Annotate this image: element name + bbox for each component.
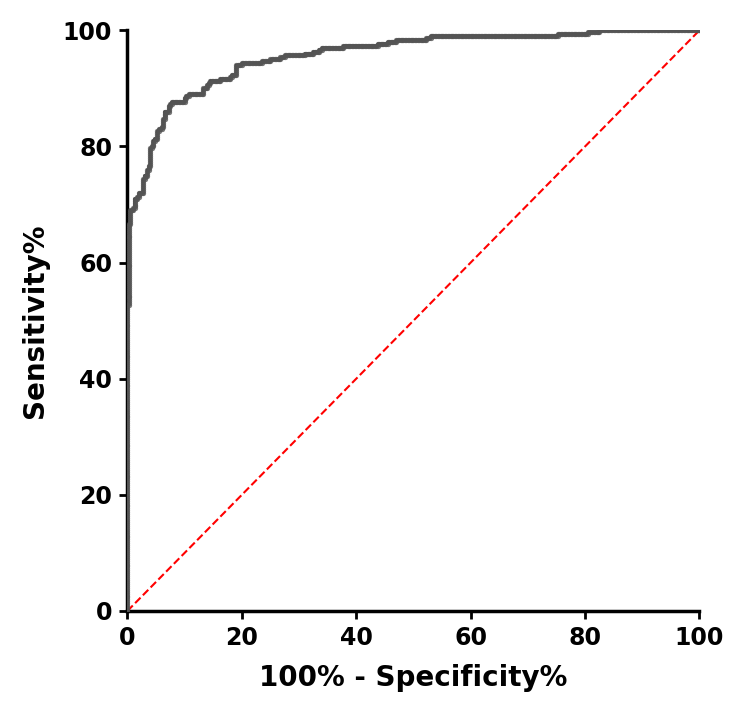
- Y-axis label: Sensitivity%: Sensitivity%: [21, 223, 49, 418]
- X-axis label: 100% - Specificity%: 100% - Specificity%: [259, 665, 568, 692]
